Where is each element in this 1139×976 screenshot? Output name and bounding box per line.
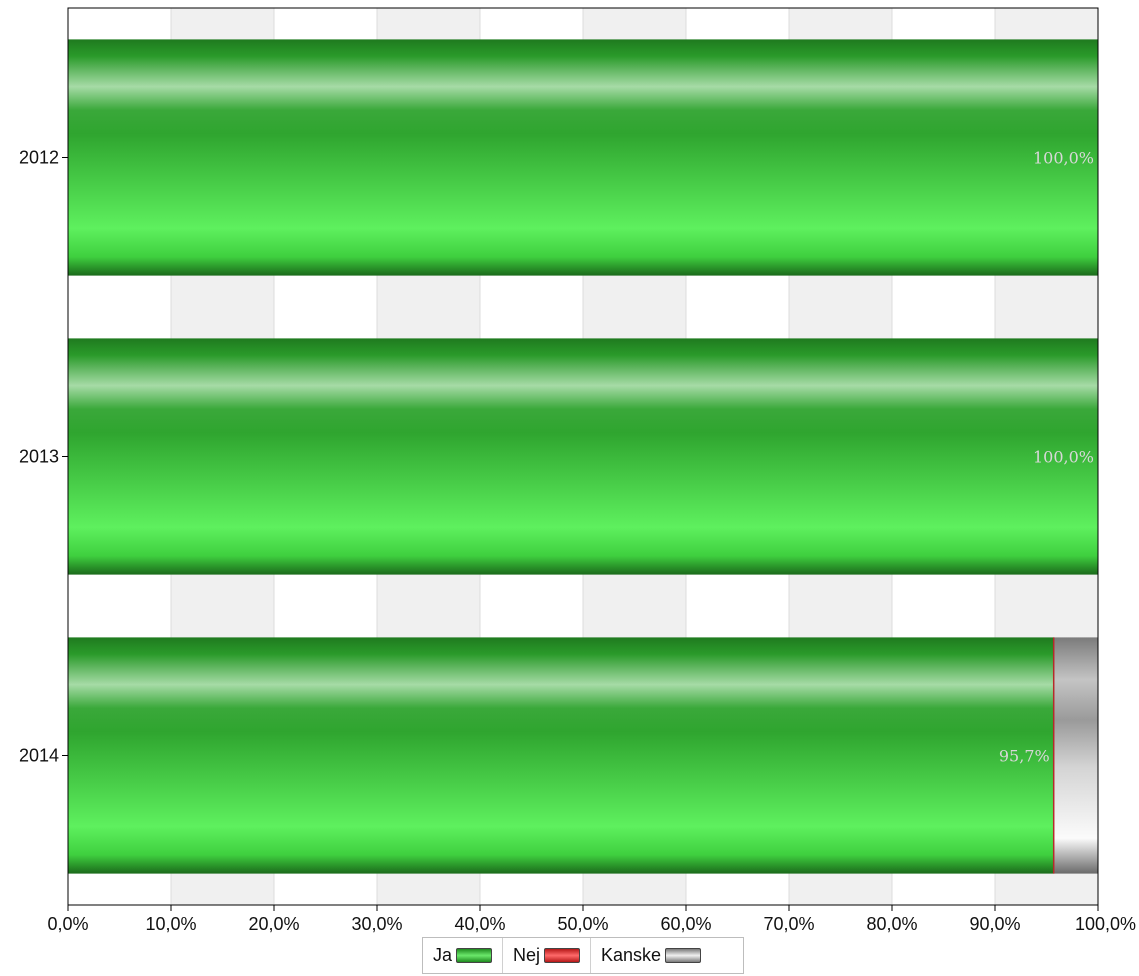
x-tick-label: 0,0% (47, 914, 88, 934)
red-swatch-icon (544, 948, 581, 963)
x-axis: 0,0% 10,0% 20,0% 30,0% 40,0% 50,0% 60,0% 70,0% 8… (47, 905, 1136, 934)
bars: 100,0% 100,0% 95,7% (68, 39, 1098, 874)
bar-ja-2014 (68, 637, 1054, 874)
bar-kanske-2014 (1053, 637, 1098, 874)
y-tick-label: 2013 (19, 447, 59, 467)
y-tick-label: 2014 (19, 746, 59, 766)
x-tick-label: 70,0% (763, 914, 814, 934)
legend-label-nej: Nej (513, 945, 541, 965)
legend-label-ja: Ja (433, 945, 453, 965)
legend-item-nej: Nej (503, 938, 592, 973)
data-label: 100,0% (1033, 149, 1094, 168)
x-tick-label: 60,0% (660, 914, 711, 934)
data-label: 100,0% (1033, 448, 1094, 467)
y-axis: 2012 2013 2014 (19, 148, 68, 766)
legend: Ja Nej Kanske (422, 937, 744, 974)
bar-ja-2013 (68, 338, 1098, 575)
x-tick-label: 90,0% (969, 914, 1020, 934)
x-tick-label: 100,0% (1075, 914, 1136, 934)
green-swatch-icon (456, 948, 493, 963)
bar-ja-2012 (68, 39, 1098, 276)
legend-item-kanske: Kanske (591, 938, 711, 973)
x-tick-label: 80,0% (866, 914, 917, 934)
x-tick-label: 50,0% (557, 914, 608, 934)
x-tick-label: 40,0% (454, 914, 505, 934)
gray-swatch-icon (665, 948, 702, 963)
data-label: 95,7% (999, 747, 1050, 766)
x-tick-label: 30,0% (351, 914, 402, 934)
x-tick-label: 10,0% (145, 914, 196, 934)
legend-label-kanske: Kanske (601, 945, 662, 965)
legend-item-ja: Ja (423, 938, 504, 973)
x-tick-label: 20,0% (248, 914, 299, 934)
y-tick-label: 2012 (19, 148, 59, 168)
